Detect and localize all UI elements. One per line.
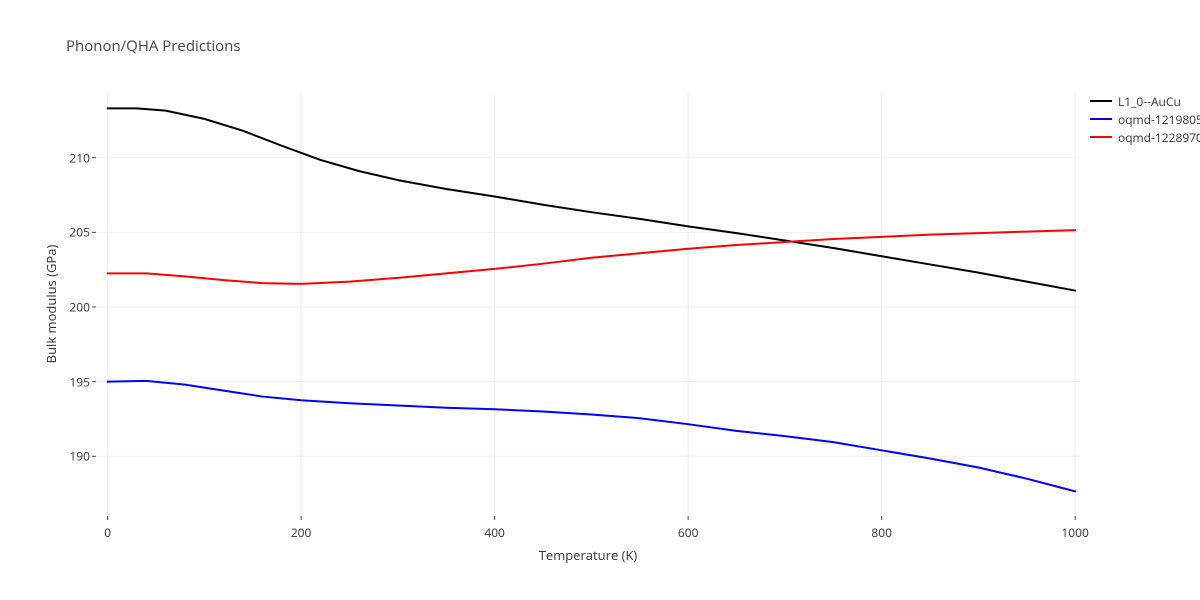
x-axis-label: Temperature (K) [533,546,643,564]
legend-label: oqmd-1228970 [1118,129,1200,146]
legend-item[interactable]: L1_0--AuCu [1090,93,1200,109]
legend: L1_0--AuCuoqmd-1219805oqmd-1228970 [1090,93,1200,147]
legend-label: oqmd-1219805 [1118,111,1200,128]
y-tick-label: 195 [64,373,90,390]
legend-item[interactable]: oqmd-1219805 [1090,111,1200,127]
x-tick-label: 0 [104,524,111,541]
chart-container: { "chart": { "type": "line", "title": "P… [0,0,1200,600]
series-line [108,230,1076,284]
legend-label: L1_0--AuCu [1118,93,1181,110]
x-tick-label: 200 [291,524,312,541]
legend-swatch [1090,100,1112,102]
y-tick-label: 200 [64,298,90,315]
series-line [108,381,1076,491]
x-tick-label: 1000 [1061,524,1088,541]
chart-title: Phonon/QHA Predictions [66,36,241,56]
x-tick-label: 800 [871,524,892,541]
legend-swatch [1090,136,1112,138]
x-tick-label: 400 [484,524,505,541]
y-axis-label: Bulk modulus (GPa) [42,234,60,374]
series-line [108,108,1076,290]
x-tick-label: 600 [678,524,699,541]
y-tick-label: 190 [64,448,90,465]
legend-swatch [1090,118,1112,120]
y-tick-label: 210 [64,149,90,166]
y-tick-label: 205 [64,224,90,241]
plot-area [96,92,1080,516]
legend-item[interactable]: oqmd-1228970 [1090,129,1200,145]
